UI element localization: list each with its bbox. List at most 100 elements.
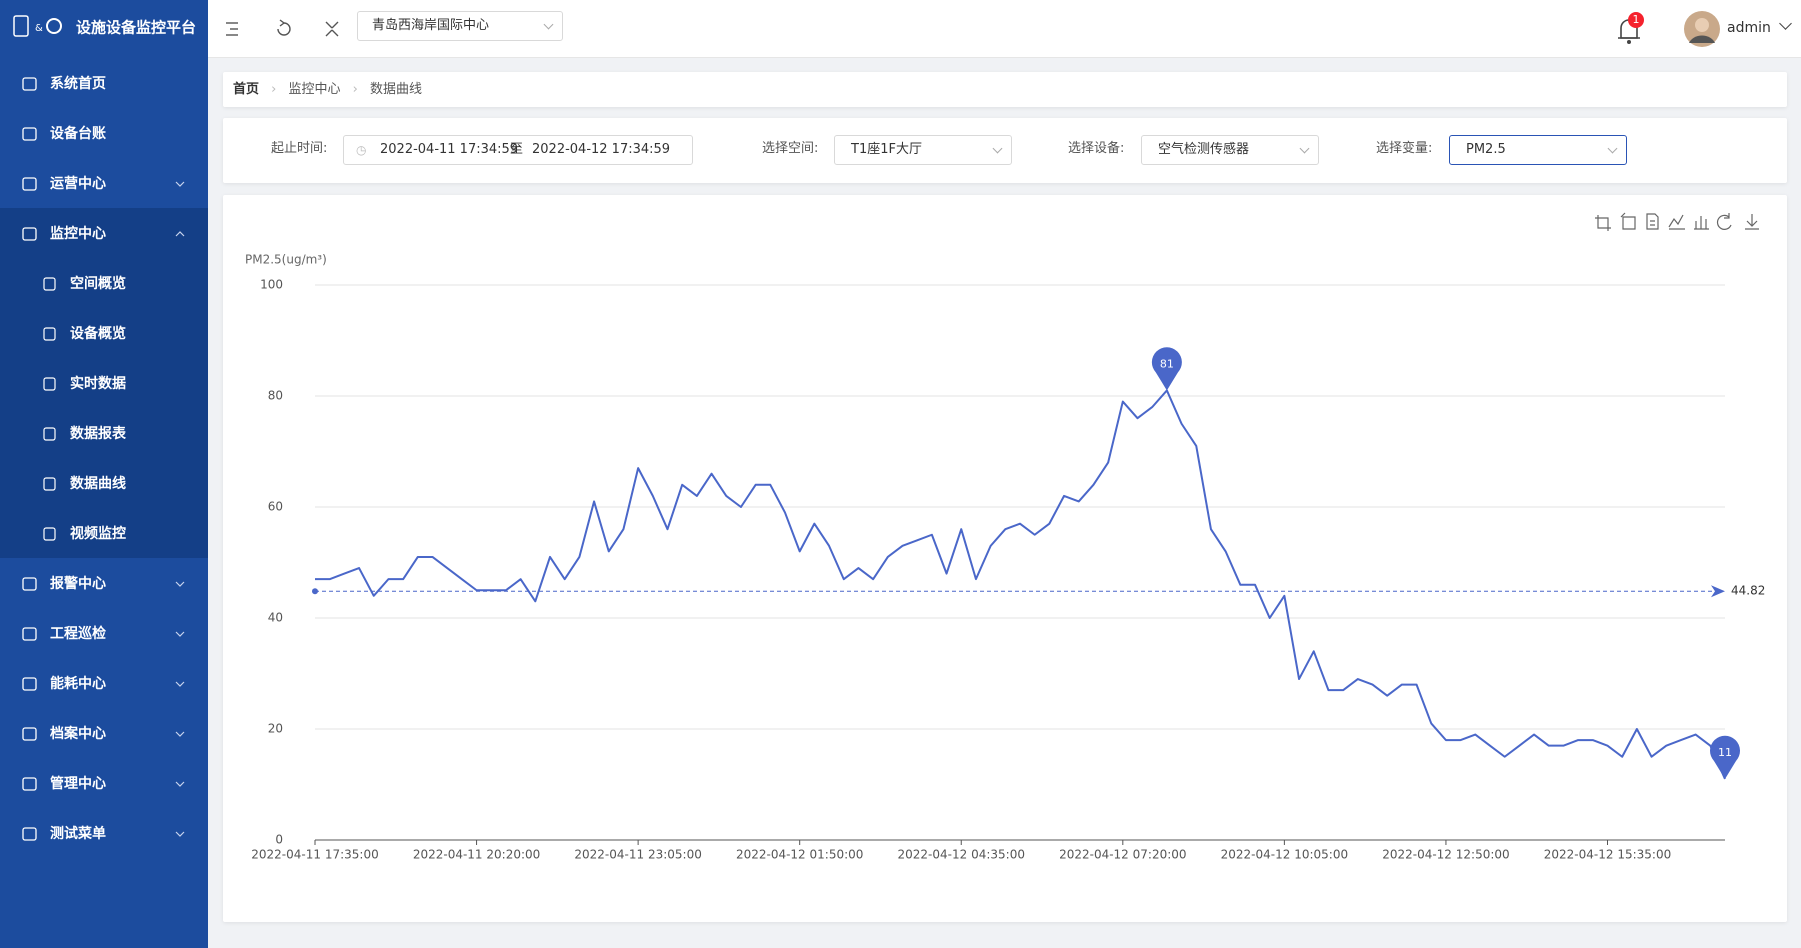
app-title: 设施设备监控平台 bbox=[76, 19, 196, 37]
menu-icon bbox=[22, 577, 37, 591]
submenu-item[interactable]: 数据报表 bbox=[70, 425, 127, 442]
zoom-button[interactable] bbox=[1595, 215, 1611, 231]
menu-item[interactable]: 管理中心 bbox=[50, 775, 106, 792]
submenu-icon bbox=[43, 277, 56, 291]
line-button[interactable] bbox=[1668, 214, 1685, 230]
zoom-reset-button[interactable] bbox=[1620, 212, 1636, 230]
variable-select[interactable]: PM2.5 bbox=[1449, 135, 1627, 165]
mark-pin-label: 81 bbox=[1160, 357, 1174, 370]
x-tick-label: 2022-04-11 17:35:00 bbox=[251, 848, 378, 862]
avatar[interactable] bbox=[1684, 10, 1724, 50]
submenu-icon bbox=[43, 427, 56, 441]
space-select[interactable]: T1座1F大厅 bbox=[834, 135, 1012, 165]
menu-arrow bbox=[175, 681, 185, 687]
mark-pin bbox=[1710, 735, 1740, 779]
menu-item[interactable]: 监控中心 bbox=[50, 225, 106, 242]
x-tick-label: 2022-04-12 10:05:00 bbox=[1221, 848, 1348, 862]
badge bbox=[1628, 12, 1644, 28]
badge-count: 1 bbox=[1633, 13, 1640, 26]
menu-item[interactable]: 测试菜单 bbox=[50, 825, 106, 842]
data-view-button[interactable] bbox=[1646, 213, 1659, 230]
submenu-item[interactable]: 空间概览 bbox=[70, 275, 126, 292]
mean-arrow bbox=[1711, 585, 1725, 598]
menu-item[interactable]: 档案中心 bbox=[50, 725, 106, 742]
filter-label: 选择变量: bbox=[1376, 141, 1433, 156]
menu-icon bbox=[22, 677, 37, 691]
select-value: T1座1F大厅 bbox=[851, 142, 922, 157]
device-select[interactable]: 空气检测传感器 bbox=[1141, 135, 1319, 165]
menu-icon bbox=[22, 777, 37, 791]
submenu-icon bbox=[43, 327, 56, 341]
sidebar: & 设施设备监控平台 系统首页设备台账运营中心监控中心空间概览设备概览实时数据数… bbox=[0, 0, 208, 948]
toolbox bbox=[1595, 212, 1759, 231]
y-tick-label: 20 bbox=[268, 722, 283, 736]
submenu-bg bbox=[0, 208, 208, 558]
menu-arrow bbox=[175, 831, 185, 837]
x-tick-label: 2022-04-12 15:35:00 bbox=[1544, 848, 1671, 862]
menu-icon bbox=[22, 227, 37, 241]
select-value: PM2.5 bbox=[1466, 142, 1506, 157]
menu-arrow bbox=[175, 231, 185, 237]
restore-button[interactable] bbox=[1716, 213, 1732, 230]
y-tick-label: 80 bbox=[268, 389, 283, 403]
notification-bell[interactable]: 1 bbox=[1610, 12, 1650, 46]
menu-icon bbox=[22, 127, 37, 141]
menu-arrow bbox=[175, 581, 185, 587]
x-tick-label: 2022-04-12 01:50:00 bbox=[736, 848, 863, 862]
mean-start bbox=[312, 588, 318, 595]
header-tools bbox=[226, 19, 339, 37]
date-range[interactable]: ◷ 2022-04-11 17:34:59 至 2022-04-12 17:34… bbox=[343, 135, 693, 165]
menu-item[interactable]: 运营中心 bbox=[50, 175, 106, 192]
breadcrumb: 首页 › 监控中心 › 数据曲线 bbox=[223, 72, 1787, 107]
x-tick-label: 2022-04-11 20:20:00 bbox=[413, 848, 540, 862]
user-menu[interactable]: admin bbox=[1727, 17, 1793, 38]
save-button[interactable] bbox=[1745, 214, 1759, 230]
y-tick-label: 0 bbox=[275, 833, 283, 847]
header: 青岛西海岸国际中心 1 admin bbox=[208, 0, 1801, 58]
crumb: 数据曲线 bbox=[370, 82, 423, 97]
filter-label: 起止时间: bbox=[271, 141, 328, 156]
menu-item[interactable]: 工程巡检 bbox=[50, 625, 106, 642]
submenu-item[interactable]: 实时数据 bbox=[70, 375, 126, 392]
svg-text:&: & bbox=[35, 23, 43, 34]
end-date: 2022-04-12 17:34:59 bbox=[532, 142, 671, 157]
menu-icon bbox=[22, 727, 37, 741]
x-tick-label: 2022-04-11 23:05:00 bbox=[574, 848, 701, 862]
site-select[interactable]: 青岛西海岸国际中心 bbox=[357, 11, 563, 41]
mean-label: 44.82 bbox=[1731, 584, 1765, 598]
x-tick-label: 2022-04-12 07:20:00 bbox=[1059, 848, 1186, 862]
submenu-item[interactable]: 数据曲线 bbox=[70, 475, 126, 492]
x-tick-label: 2022-04-12 12:50:00 bbox=[1382, 848, 1509, 862]
mark-pin bbox=[1151, 347, 1182, 391]
chart: PM2.5(ug/m³) 0 20 40 60 80 100 2022-04-11 17:3… bbox=[245, 212, 1765, 862]
submenu-icon bbox=[43, 377, 56, 391]
filter-label: 选择空间: bbox=[762, 141, 819, 156]
fullscreen-button[interactable] bbox=[325, 21, 339, 37]
menu-arrow bbox=[175, 731, 185, 737]
submenu-icon bbox=[43, 527, 56, 541]
date-sep: 至 bbox=[510, 142, 524, 157]
y-tick-label: 100 bbox=[260, 278, 283, 292]
crumb[interactable]: 首页 bbox=[233, 82, 260, 97]
filter-bar: 起止时间: ◷ 2022-04-11 17:34:59 至 2022-04-12… bbox=[223, 118, 1787, 183]
menu-item[interactable]: 能耗中心 bbox=[50, 675, 106, 692]
refresh-button[interactable] bbox=[277, 19, 291, 36]
menu-item[interactable]: 报警中心 bbox=[50, 575, 106, 592]
submenu-item[interactable]: 设备概览 bbox=[70, 325, 126, 342]
collapse-button[interactable] bbox=[226, 22, 238, 36]
menu-item[interactable]: 系统首页 bbox=[50, 75, 106, 92]
user-name: admin bbox=[1727, 20, 1771, 36]
menu-arrow bbox=[175, 181, 185, 187]
y-tick-label: 60 bbox=[268, 500, 283, 514]
filter-label: 选择设备: bbox=[1068, 141, 1125, 156]
y-tick-label: 40 bbox=[268, 611, 283, 625]
bar-button[interactable] bbox=[1694, 216, 1709, 230]
crumb[interactable]: 监控中心 bbox=[288, 82, 341, 97]
menu-item[interactable]: 设备台账 bbox=[50, 125, 106, 142]
menu-icon bbox=[22, 827, 37, 841]
menu-arrow bbox=[175, 631, 185, 637]
submenu-item[interactable]: 视频监控 bbox=[70, 525, 126, 542]
y-axis-title: PM2.5(ug/m³) bbox=[245, 253, 327, 267]
site-value: 青岛西海岸国际中心 bbox=[372, 18, 490, 33]
